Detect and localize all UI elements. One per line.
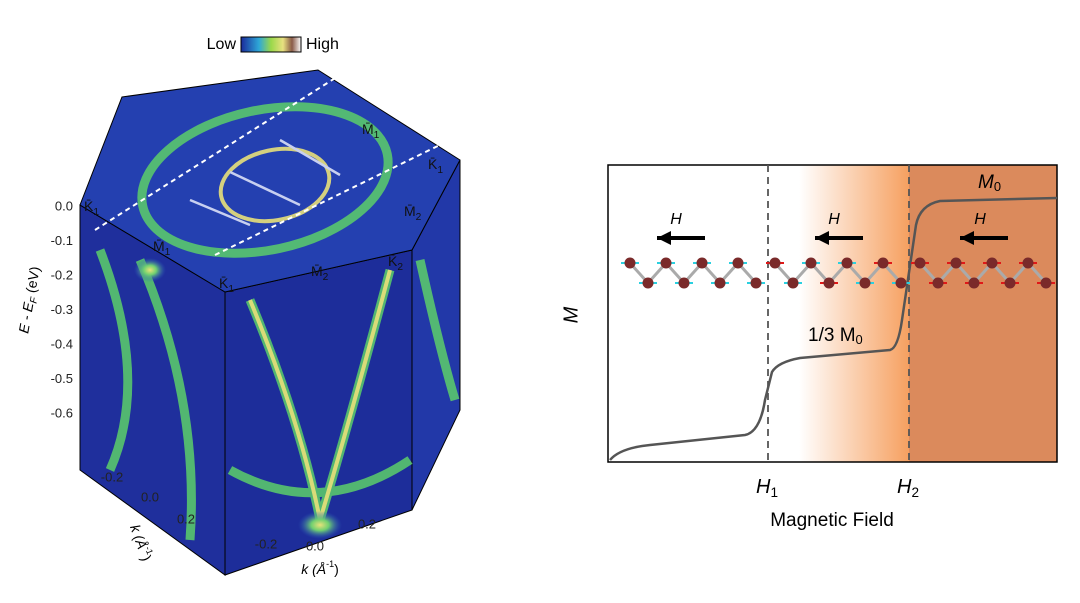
k-axis-label: k (Å-1) [127, 522, 156, 563]
energy-tick: -0.6 [51, 405, 73, 420]
atom [1040, 277, 1052, 289]
atom [914, 257, 926, 269]
symmetry-point-main: K̄ [388, 253, 398, 269]
symmetry-point-main: M̄ [362, 121, 374, 137]
energy-label-unit: (eV) [21, 265, 42, 298]
atom [932, 277, 944, 289]
symmetry-point-sub: 1 [165, 247, 171, 258]
x-axis-label: Magnetic Field [770, 510, 894, 531]
energy-tick: -0.2 [51, 267, 73, 282]
plateau-label-sub: 0 [856, 332, 863, 347]
symmetry-point: K̄1 [219, 275, 234, 295]
field-label: H [974, 211, 986, 228]
symmetry-point-sub: 2 [397, 262, 403, 273]
energy-tick: -0.1 [51, 233, 73, 248]
saturation-label-main: M [978, 172, 994, 193]
k-axis-label: k (Å-1) [301, 559, 339, 576]
colorbar-low: Low [207, 36, 237, 53]
k-label-sup: -1 [143, 545, 155, 556]
symmetry-point: M̄2 [311, 263, 329, 283]
atom [877, 257, 889, 269]
energy-tick: -0.4 [51, 336, 73, 351]
h1-label-main: H [756, 476, 771, 498]
atom [895, 277, 907, 289]
atom [750, 277, 762, 289]
atom [1022, 257, 1034, 269]
symmetry-point-main: M̄ [153, 238, 165, 254]
k-label-end: ) [139, 553, 156, 563]
k-tick: 0.2 [177, 511, 195, 526]
energy-label-main: E - E [15, 300, 36, 334]
k-label-main: k (Å [127, 522, 151, 551]
atom [805, 257, 817, 269]
atom [968, 277, 980, 289]
atom [714, 277, 726, 289]
k-label-sup: -1 [326, 559, 334, 569]
field-label: H [670, 211, 682, 228]
h1-label: H1 [756, 476, 778, 499]
plateau-label-main: 1/3 M [808, 325, 856, 346]
atom [732, 257, 744, 269]
atom [986, 257, 998, 269]
colorbar-high: High [306, 36, 339, 53]
symmetry-point-sub: 1 [374, 130, 380, 141]
atom [624, 257, 636, 269]
field-label: H [828, 211, 840, 228]
y-axis-label: M [560, 306, 582, 323]
atom [642, 277, 654, 289]
h2-label: H2 [897, 476, 919, 499]
energy-axis-label: E - EF (eV) [15, 265, 45, 335]
saturation-label-sub: 0 [994, 179, 1001, 194]
atom [823, 277, 835, 289]
atom [841, 257, 853, 269]
symmetry-point-sub: 1 [93, 207, 99, 218]
symmetry-point: M̄2 [404, 203, 422, 223]
k-tick: -0.2 [255, 536, 277, 551]
symmetry-point-main: K̄ [428, 156, 438, 172]
energy-label-sub: F [28, 295, 40, 304]
symmetry-point: K̄2 [388, 253, 403, 273]
energy-tick: 0.0 [55, 198, 73, 213]
symmetry-point-main: M̄ [311, 263, 323, 279]
atom [769, 257, 781, 269]
k-tick: 0.0 [141, 489, 159, 504]
symmetry-point-main: K̄ [219, 275, 229, 291]
k-label-end: ) [334, 561, 339, 577]
atom [950, 257, 962, 269]
magnetization-plot [607, 164, 1058, 463]
energy-tick: -0.3 [51, 302, 73, 317]
h2-label-sub: 2 [911, 485, 919, 500]
colorbar [240, 36, 302, 53]
symmetry-point: M̄1 [153, 238, 171, 258]
atom [1004, 277, 1016, 289]
energy-tick: -0.5 [51, 371, 73, 386]
h1-label-sub: 1 [770, 485, 778, 500]
k-label-main: k (Å [301, 561, 326, 577]
atom [859, 277, 871, 289]
atom [678, 277, 690, 289]
atom [696, 257, 708, 269]
symmetry-point-sub: 2 [323, 272, 329, 283]
symmetry-point: M̄1 [362, 121, 380, 141]
symmetry-point-main: M̄ [404, 203, 416, 219]
saturation-label: M0 [978, 172, 1001, 194]
symmetry-point-main: K̄ [84, 198, 94, 214]
k-tick: 0.2 [358, 516, 376, 531]
symmetry-point-sub: 2 [416, 212, 422, 223]
atom [660, 257, 672, 269]
k-tick: -0.2 [101, 469, 123, 484]
arpes-prism [79, 69, 461, 576]
atom [787, 277, 799, 289]
symmetry-point-sub: 1 [228, 284, 234, 295]
symmetry-point: K̄1 [84, 198, 99, 218]
k-tick: 0.0 [306, 538, 324, 553]
symmetry-point: K̄1 [428, 156, 443, 176]
symmetry-point-sub: 1 [437, 165, 443, 176]
h2-label-main: H [897, 476, 912, 498]
plateau-label: 1/3 M0 [808, 325, 863, 347]
